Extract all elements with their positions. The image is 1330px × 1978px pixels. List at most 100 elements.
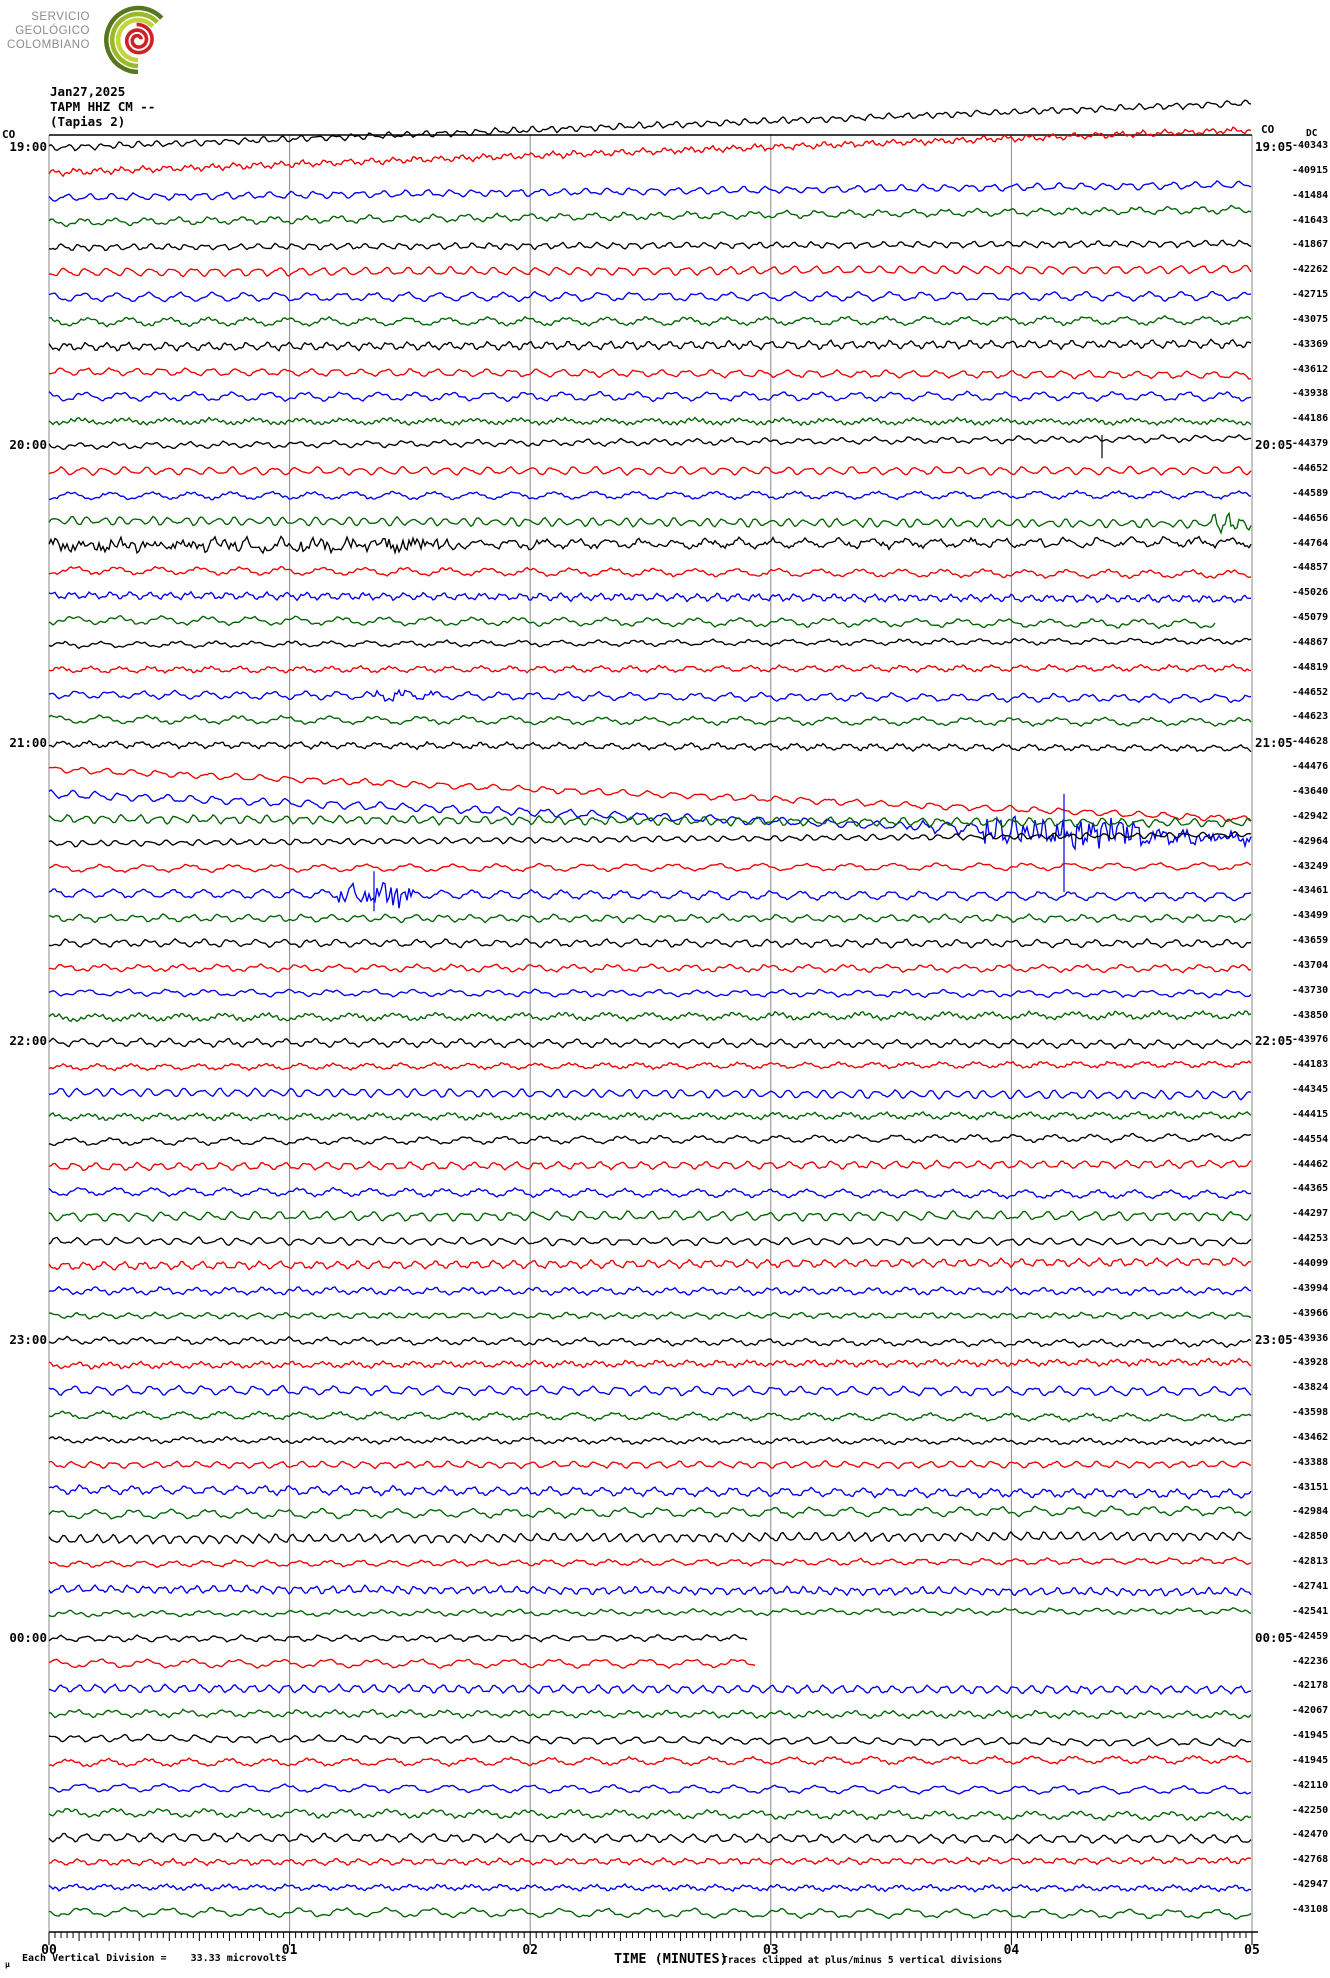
trace-row: [48, 1159, 1252, 1172]
trace-row: [48, 1783, 1252, 1795]
dc-value: -44819: [1292, 661, 1329, 673]
network-code-right: CO: [1261, 123, 1275, 136]
trace-row: [48, 1708, 1252, 1720]
dc-value: -44099: [1292, 1258, 1329, 1270]
dc-value: -43598: [1292, 1407, 1329, 1419]
hour-label-right: 21:05: [1255, 735, 1293, 751]
dc-value: -43824: [1292, 1382, 1329, 1394]
dc-value: -44462: [1292, 1158, 1329, 1170]
trace-row: [48, 1583, 1252, 1597]
trace-row: [48, 962, 1252, 974]
dc-value: -43659: [1292, 935, 1329, 947]
dc-value: -43369: [1292, 338, 1329, 350]
trace-row: [48, 1110, 1252, 1122]
minute-label: 00: [41, 1943, 57, 1958]
dc-value: -43388: [1292, 1456, 1329, 1468]
trace-row: [48, 1256, 1252, 1271]
trace-row: [48, 1459, 1252, 1470]
dc-value: -42813: [1292, 1556, 1329, 1568]
trace-row: [49, 739, 1252, 753]
trace-row: [48, 1483, 1252, 1500]
trace-row: [48, 1658, 756, 1670]
dc-value: -44652: [1292, 462, 1329, 474]
dc-value: -43612: [1292, 363, 1329, 375]
trace-row: [48, 1807, 1252, 1822]
hour-label-left: 00:00: [9, 1629, 47, 1645]
dc-value: -41484: [1292, 189, 1329, 201]
trace-row: [48, 416, 1252, 427]
trace-row: [48, 126, 1252, 178]
dc-value: -41867: [1292, 239, 1329, 251]
dc-value: -42459: [1292, 1630, 1329, 1642]
dc-value: -44764: [1292, 537, 1329, 549]
dc-value: -42715: [1292, 289, 1329, 301]
trace-row: [48, 204, 1252, 228]
trace-row: [48, 1733, 1251, 1747]
dc-value: -42850: [1292, 1531, 1329, 1543]
dc-value: -43461: [1292, 885, 1329, 897]
dc-value: -41643: [1292, 214, 1329, 226]
trace-row: [48, 881, 1252, 909]
dc-value: -44656: [1292, 512, 1329, 524]
trace-row: [48, 511, 1252, 536]
trace-row: [48, 688, 1252, 704]
trace-row: [48, 1633, 748, 1643]
dc-value: -44628: [1292, 736, 1329, 748]
trace-row: [48, 1682, 1252, 1696]
trace-row: [48, 1505, 1252, 1520]
hour-label-left: 23:00: [9, 1331, 47, 1347]
dc-value: -43108: [1292, 1903, 1329, 1915]
logo-line-geologico: GEOLÓGICO: [15, 25, 90, 37]
trace-row: [48, 1209, 1252, 1223]
trace-row: [48, 1409, 1252, 1423]
trace-row: [48, 1060, 1252, 1072]
trace-row: [48, 1009, 1252, 1023]
dc-value: -43850: [1292, 1009, 1329, 1021]
trace-row: [48, 264, 1252, 278]
dc-value: -43151: [1292, 1481, 1329, 1493]
trace-row: [48, 590, 1251, 604]
dc-value: -44867: [1292, 636, 1329, 648]
trace-row: [48, 1384, 1252, 1397]
header-station-code: TAPM HHZ CM --: [50, 99, 156, 114]
dc-value: -44554: [1292, 1133, 1329, 1145]
trace-row: [48, 489, 1252, 501]
dc-value: -44345: [1292, 1084, 1329, 1096]
trace-row: [48, 988, 1252, 999]
header-station-name: (Tapias 2): [50, 114, 126, 129]
dc-value: -43976: [1292, 1034, 1329, 1046]
dc-value: -40343: [1292, 140, 1329, 151]
trace-row: [48, 1754, 1252, 1768]
minute-label: 03: [762, 1943, 779, 1958]
dc-value: -42942: [1292, 810, 1329, 822]
dc-value: -44415: [1292, 1108, 1329, 1120]
trace-row: [48, 1285, 1252, 1297]
dc-value: -44253: [1292, 1233, 1329, 1245]
header-date: Jan27,2025: [50, 84, 126, 99]
sgc-logo-text: SERVICIO GEOLÓGICO COLOMBIANO: [6, 10, 90, 52]
trace-row: [48, 1556, 1252, 1569]
hour-label-right: 20:05: [1255, 437, 1293, 453]
minute-label: 05: [1244, 1943, 1260, 1958]
hour-label-left: 19:00: [9, 139, 47, 154]
minute-label: 02: [522, 1943, 539, 1958]
dc-value: -41945: [1292, 1754, 1329, 1766]
trace-row: [48, 912, 1252, 924]
hour-label-right: 00:05: [1255, 1629, 1293, 1645]
dc-value: -42741: [1292, 1581, 1329, 1592]
logo-line-colombiano: COLOMBIANO: [7, 39, 90, 51]
dc-value: -42178: [1292, 1680, 1329, 1692]
dc-value: -42964: [1292, 835, 1329, 847]
dc-value: -44297: [1292, 1208, 1329, 1220]
scale-note: Each Vertical Division = 33.33 microvolt…: [22, 1953, 287, 1964]
dc-value: -43704: [1292, 959, 1329, 971]
dc-column-header: DC: [1306, 128, 1318, 139]
trace-row: [48, 766, 1252, 823]
hour-label-left: 22:00: [9, 1033, 47, 1049]
dc-value: -44379: [1292, 438, 1329, 450]
micro-symbol: μ: [5, 1960, 10, 1969]
dc-value: -42110: [1292, 1779, 1329, 1791]
dc-value: -45079: [1292, 612, 1329, 624]
dc-value: -42262: [1292, 264, 1329, 276]
